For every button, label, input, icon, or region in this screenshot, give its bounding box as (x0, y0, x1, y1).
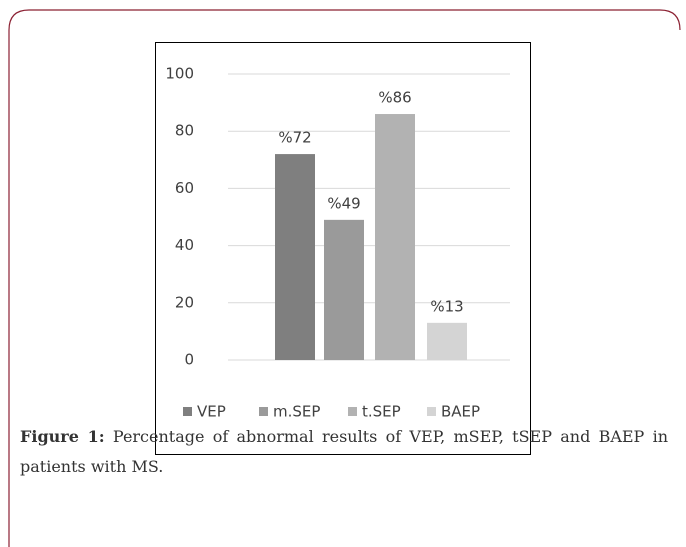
bar (324, 219, 364, 360)
legend-label: VEP (197, 403, 226, 421)
value-label: %72 (278, 129, 311, 147)
bar (275, 154, 315, 360)
y-tick-label: 60 (175, 179, 194, 197)
y-tick-label: 20 (175, 293, 194, 311)
value-label: %86 (378, 89, 411, 107)
legend-swatch (427, 407, 436, 416)
y-tick-label: 100 (165, 65, 194, 83)
caption-text: Percentage of abnormal results of VEP, m… (20, 427, 668, 476)
y-tick-label: 40 (175, 236, 194, 254)
y-tick-label: 0 (184, 351, 194, 369)
legend-swatch (348, 407, 357, 416)
caption: Figure 1: Percentage of abnormal results… (20, 422, 668, 482)
bar (375, 114, 415, 360)
legend-swatch (259, 407, 268, 416)
legend-label: t.SEP (362, 403, 401, 421)
value-label: %13 (430, 297, 463, 315)
value-label: %49 (327, 194, 360, 212)
legend-swatch (183, 407, 192, 416)
y-tick-label: 80 (175, 122, 194, 140)
legend-label: BAEP (441, 403, 480, 421)
bar (427, 322, 467, 360)
caption-label: Figure 1: (20, 427, 105, 446)
frame (8, 9, 681, 547)
legend-label: m.SEP (273, 403, 320, 421)
